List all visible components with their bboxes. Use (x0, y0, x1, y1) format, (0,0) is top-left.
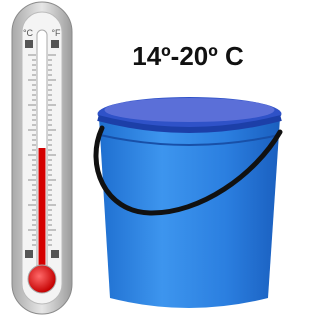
thermometer: °C °F (12, 2, 72, 314)
bucket (96, 97, 282, 308)
unit-label: °F (51, 28, 61, 38)
screw (51, 250, 59, 258)
temperature-label: 14º-20º C (132, 41, 244, 71)
unit-label: °C (23, 28, 34, 38)
mercury (39, 148, 46, 270)
illustration: °C °F 14º-20º C (0, 0, 291, 320)
bulb (28, 265, 56, 293)
bucket-body (99, 118, 280, 308)
screw (51, 40, 59, 48)
screw (25, 40, 33, 48)
screw (25, 250, 33, 258)
bucket-inside (105, 98, 275, 122)
